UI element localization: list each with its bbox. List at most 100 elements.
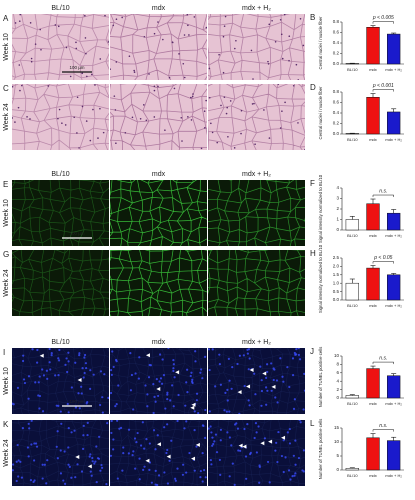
nucleus <box>265 376 268 379</box>
nucleus <box>86 433 89 437</box>
significance-bracket <box>372 89 394 92</box>
nucleus <box>193 429 196 432</box>
nucleus <box>294 353 297 356</box>
nucleus <box>238 354 241 357</box>
nucleus <box>249 452 252 456</box>
nucleus <box>208 427 210 430</box>
nucleus <box>182 463 185 466</box>
nucleus <box>152 411 155 414</box>
nucleus <box>46 377 49 380</box>
nucleus <box>38 407 41 410</box>
nucleus <box>115 142 117 145</box>
nucleus <box>70 476 73 479</box>
nucleus <box>287 469 291 472</box>
nucleus <box>224 15 227 18</box>
tissue-texture <box>110 180 207 246</box>
nucleus <box>181 140 183 142</box>
column-header: mdx <box>152 171 166 178</box>
bar <box>366 437 380 471</box>
bar <box>387 440 401 471</box>
arrowhead <box>87 464 92 469</box>
nucleus <box>282 380 285 383</box>
nucleus <box>166 398 169 401</box>
nucleus <box>64 124 67 126</box>
nucleus <box>257 425 260 428</box>
nucleus <box>138 356 141 359</box>
nucleus <box>34 43 37 45</box>
arrowhead <box>145 353 150 358</box>
nucleus <box>55 445 58 448</box>
nucleus <box>113 95 116 97</box>
nucleus <box>63 450 66 453</box>
y-tick-label: 0.8 <box>333 19 340 24</box>
nucleus <box>162 374 166 377</box>
nucleus <box>242 354 245 357</box>
nucleus <box>86 75 88 78</box>
micrograph <box>12 420 109 486</box>
micrograph <box>110 420 207 486</box>
column-header: BL/10 <box>51 5 69 12</box>
bar <box>387 375 401 399</box>
nucleus <box>48 348 51 351</box>
nucleus <box>41 368 44 371</box>
nucleus <box>153 116 156 118</box>
nucleus <box>83 353 87 357</box>
nucleus <box>31 348 34 351</box>
nucleus <box>65 46 68 49</box>
panel-label: I <box>3 348 5 357</box>
nucleus <box>295 348 298 351</box>
nucleus <box>47 85 50 87</box>
nucleus <box>209 458 212 462</box>
nucleus <box>76 132 78 134</box>
significance-bracket <box>372 21 394 24</box>
nucleus <box>154 448 157 451</box>
nucleus <box>176 467 179 470</box>
nucleus <box>20 84 23 87</box>
nucleus <box>172 359 175 362</box>
arrowhead <box>77 378 82 383</box>
scale-bar-label: 100 µm <box>69 65 84 70</box>
nucleus <box>138 457 141 460</box>
nucleus <box>29 118 31 120</box>
nucleus <box>75 47 78 50</box>
nucleus <box>237 449 240 452</box>
nucleus <box>246 352 249 355</box>
nucleus <box>68 465 71 468</box>
nucleus <box>292 84 295 87</box>
nucleus <box>253 372 256 375</box>
nucleus <box>57 25 60 28</box>
nucleus <box>110 420 113 423</box>
nucleus <box>230 444 233 447</box>
nucleus <box>168 76 171 79</box>
nucleus <box>27 422 30 425</box>
nucleus <box>65 357 68 360</box>
nucleus <box>294 472 297 475</box>
nucleus <box>299 17 302 20</box>
nucleus <box>154 483 157 486</box>
nucleus <box>59 472 63 475</box>
nucleus <box>266 370 269 374</box>
nucleus <box>211 131 214 134</box>
y-tick-label: 0.2 <box>333 121 340 126</box>
nucleus <box>133 69 135 72</box>
nucleus <box>193 16 196 18</box>
nucleus <box>26 116 28 118</box>
nucleus <box>171 384 174 387</box>
nucleus <box>76 96 79 99</box>
nucleus <box>303 389 305 392</box>
nucleus <box>136 431 139 435</box>
bar <box>366 97 380 135</box>
nucleus <box>185 471 188 474</box>
nucleus <box>267 63 270 65</box>
nucleus <box>195 445 198 448</box>
nucleus <box>165 451 168 455</box>
nucleus <box>18 64 21 66</box>
nucleus <box>116 420 119 422</box>
nucleus <box>294 463 297 466</box>
nucleus <box>41 463 44 466</box>
y-axis-label: Number of TUNEL positive cells <box>318 347 323 408</box>
nucleus <box>235 422 238 425</box>
nucleus <box>12 117 14 119</box>
nucleus <box>177 393 180 397</box>
nucleus <box>168 459 171 462</box>
